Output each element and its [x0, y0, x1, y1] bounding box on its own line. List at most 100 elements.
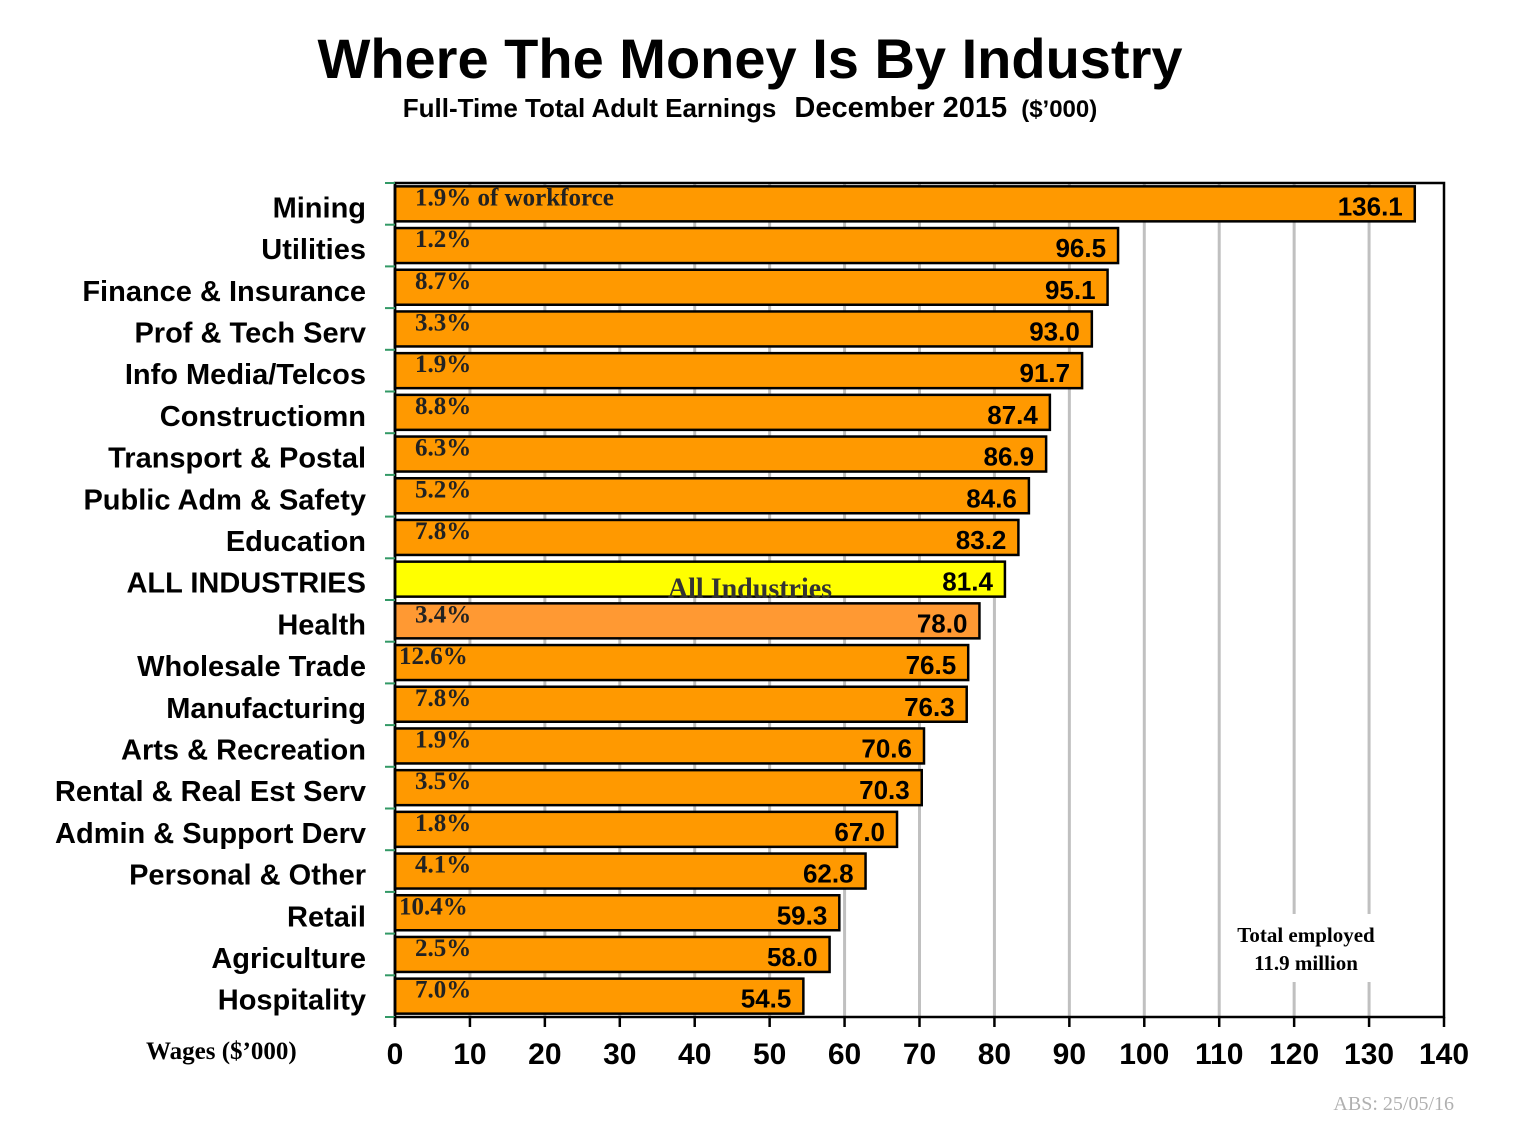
all-industries-label: All Industries	[668, 574, 832, 605]
bar	[393, 602, 981, 640]
bar	[393, 435, 1048, 473]
x-tick-label: 100	[1119, 1038, 1169, 1071]
value-label: 59.3	[777, 900, 828, 930]
workforce-share-label: 5.2%	[415, 476, 471, 503]
bar	[393, 852, 867, 890]
x-tick-label: 70	[903, 1038, 936, 1071]
x-tick-label: 90	[1053, 1038, 1086, 1071]
workforce-share-label: 1.9%	[415, 351, 471, 378]
value-label: 78.0	[917, 608, 968, 638]
bar	[393, 393, 1052, 432]
workforce-share-label: 1.2%	[415, 226, 471, 253]
value-label: 76.3	[904, 692, 955, 722]
bar	[393, 518, 1020, 557]
value-label: 136.1	[1338, 191, 1403, 221]
bar	[393, 810, 899, 849]
category-label: Education	[226, 526, 366, 558]
bar	[393, 685, 968, 723]
category-label: Retail	[287, 901, 366, 933]
value-label: 62.8	[803, 859, 854, 889]
x-tick-label: 50	[753, 1038, 786, 1071]
category-label: Constructiomn	[160, 401, 366, 433]
workforce-share-label: 3.5%	[415, 768, 471, 795]
value-label: 54.5	[741, 984, 792, 1014]
value-label: 86.9	[984, 442, 1035, 472]
bars: 136.1 1.9% of workforce 96.5 1.2% 95.1 8.7% 93…	[393, 184, 1417, 1015]
x-tick-label: 140	[1419, 1038, 1469, 1071]
category-label: Prof & Tech Serv	[134, 317, 366, 349]
x-tick-label: 110	[1195, 1038, 1243, 1071]
gridlines	[468, 183, 1390, 1017]
workforce-share-label: 3.4%	[415, 601, 471, 628]
bar	[393, 351, 1084, 390]
workforce-share-label: 1.9% of workforce	[415, 184, 614, 211]
value-label: 95.1	[1045, 275, 1096, 305]
value-label: 87.4	[987, 400, 1038, 430]
workforce-share-label: 6.3%	[415, 435, 471, 462]
annotation-background	[1222, 914, 1390, 982]
category-label: Hospitality	[218, 985, 366, 1017]
workforce-share-label: 2.5%	[415, 935, 471, 962]
x-tick-label: 20	[528, 1038, 561, 1071]
value-label: 70.3	[859, 775, 910, 805]
bar	[393, 643, 970, 682]
bar	[393, 977, 805, 1015]
value-label: 93.0	[1029, 316, 1080, 346]
category-label: Arts & Recreation	[121, 734, 366, 766]
value-label: 76.5	[906, 650, 957, 680]
bar	[393, 560, 1007, 598]
x-tick-label: 40	[678, 1038, 711, 1071]
bar	[393, 477, 1031, 515]
category-label: Utilities	[261, 234, 366, 266]
value-label: 58.0	[767, 942, 818, 972]
bar	[393, 894, 841, 932]
category-label: Public Adm & Safety	[83, 484, 366, 516]
category-label: Admin & Support Derv	[55, 818, 366, 850]
value-label: 83.2	[956, 525, 1007, 555]
subtitle-date: December 2015	[794, 92, 1008, 124]
x-tick-label: 10	[453, 1038, 486, 1071]
x-tick-label: 0	[387, 1038, 404, 1071]
bar	[393, 768, 923, 807]
bar	[393, 185, 1417, 223]
value-label: 96.5	[1055, 233, 1106, 263]
value-label: 91.7	[1019, 358, 1070, 388]
subtitle-unit: ($’000)	[1021, 96, 1098, 123]
category-label: ALL INDUSTRIES	[126, 568, 366, 600]
workforce-share-label: 1.9%	[415, 726, 471, 753]
workforce-share-label: 7.8%	[415, 685, 471, 712]
annotation-total-employed: Total employed	[1237, 923, 1375, 947]
annotation-total-count: 11.9 million	[1254, 951, 1358, 975]
bar	[393, 935, 831, 974]
category-labels: Mining Utilities Finance & Insurance Prof &…	[55, 192, 366, 1016]
workforce-share-label: 3.3%	[415, 309, 471, 336]
workforce-share-label: 8.7%	[415, 268, 471, 295]
category-label: Agriculture	[211, 943, 366, 975]
bar	[393, 310, 1094, 348]
axes: 0 10 20 30 40 50 60 70 80 90 100 110 120 130 140	[385, 182, 1469, 1071]
x-tick-label: 130	[1344, 1038, 1394, 1071]
workforce-share-label: 4.1%	[415, 852, 471, 879]
value-label: 84.6	[966, 483, 1017, 513]
chart-title: Where The Money Is By Industry	[317, 27, 1183, 90]
workforce-share-label: 8.8%	[415, 393, 471, 420]
category-label: Wholesale Trade	[137, 651, 366, 683]
x-axis-label: Wages ($’000)	[146, 1038, 297, 1065]
category-label: Personal & Other	[129, 860, 366, 892]
value-label: 81.4	[942, 567, 993, 597]
workforce-share-label: 7.0%	[415, 977, 471, 1004]
workforce-share-label: 1.8%	[415, 810, 471, 837]
chart-subtitle: Full-Time Total Adult Earnings December 2…	[0, 92, 1500, 125]
value-label: 70.6	[861, 733, 912, 763]
category-label: Mining	[273, 192, 366, 224]
subtitle-main: Full-Time Total Adult Earnings	[402, 93, 777, 123]
workforce-share-label: 7.8%	[415, 518, 471, 545]
bar	[393, 727, 926, 765]
x-tick-label: 60	[828, 1038, 861, 1071]
workforce-share-label: 12.6%	[399, 643, 468, 670]
bar	[393, 268, 1109, 306]
bar	[393, 226, 1120, 265]
category-label: Manufacturing	[166, 693, 366, 725]
category-label: Rental & Real Est Serv	[55, 776, 366, 808]
